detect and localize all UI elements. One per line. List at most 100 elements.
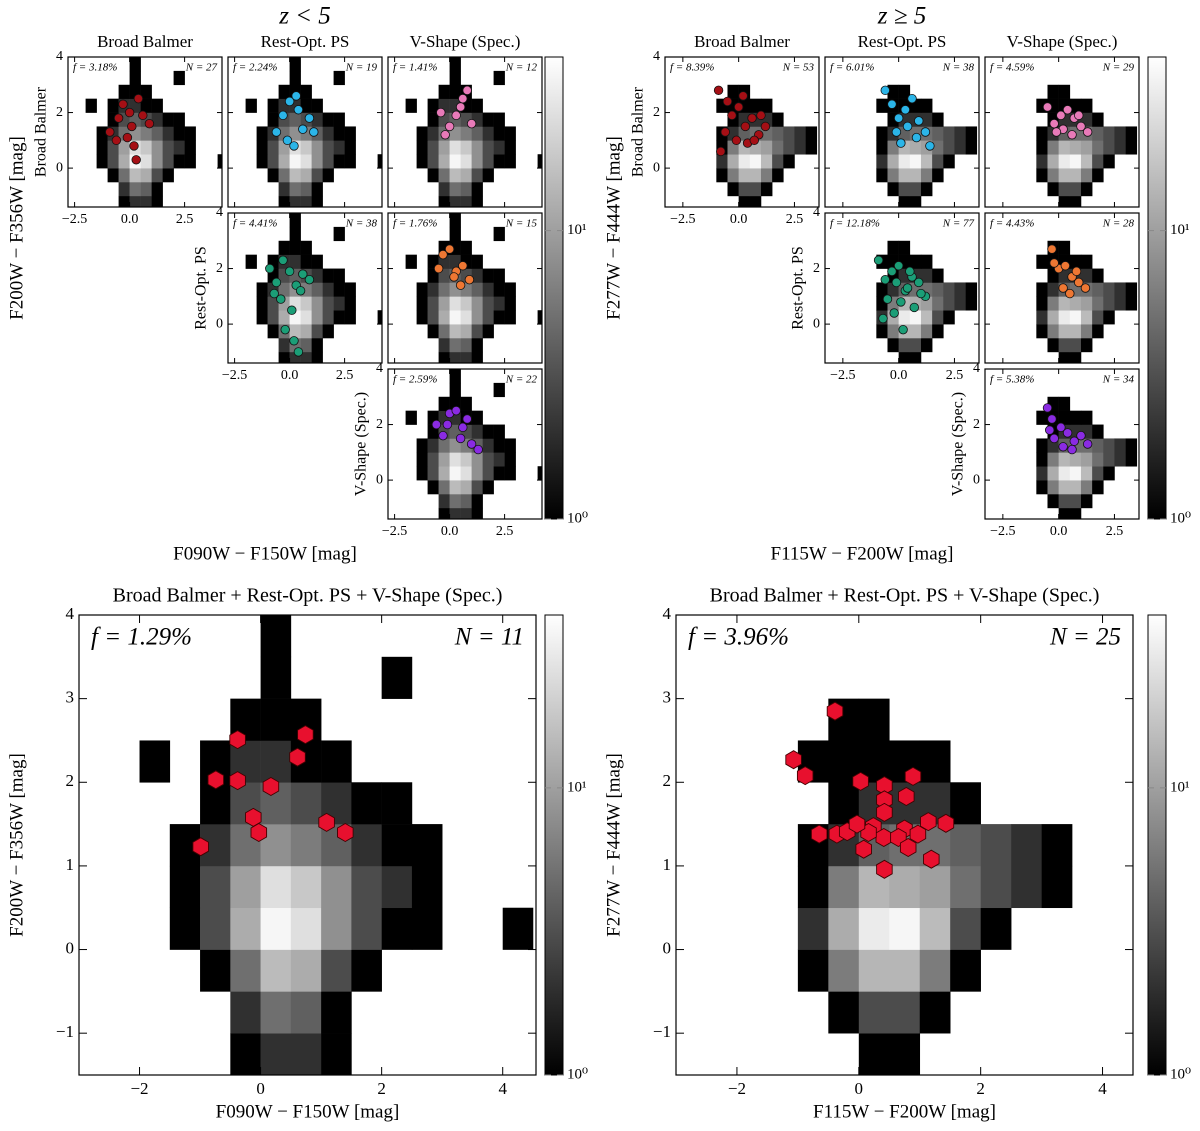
hist-cell (471, 282, 483, 297)
hist-cell (898, 84, 911, 99)
hist-cell (256, 296, 268, 311)
hist-cell (1103, 126, 1115, 141)
point (900, 105, 911, 115)
hist-cell (311, 296, 323, 311)
column-title: Broad Balmer (694, 32, 790, 51)
point (271, 277, 282, 288)
point (337, 822, 354, 843)
hist-cell (173, 112, 185, 127)
hist-cell (909, 98, 922, 113)
hist-cell (278, 154, 290, 169)
hist-cell (805, 140, 818, 155)
hist-cell (909, 140, 922, 155)
y-tick-label: 2 (376, 417, 383, 432)
point (882, 294, 893, 304)
point (896, 138, 906, 148)
x-tick-label: 2.5 (176, 212, 194, 227)
hist-cell (107, 168, 119, 183)
hist-cell (898, 240, 911, 255)
hist-cell (1041, 824, 1073, 867)
fraction-label: f = 3.18% (73, 62, 117, 74)
x-tick-label: 2.5 (946, 368, 964, 383)
hist-cell (1069, 98, 1082, 113)
y-tick-label: 3 (663, 688, 672, 707)
x-tick-label: 0.0 (441, 524, 459, 539)
y-tick-label: 4 (663, 604, 672, 623)
hist-cell (1047, 98, 1059, 113)
hist-cell (96, 154, 108, 169)
x-axis-label: F115W − F200W [mag] (771, 543, 954, 564)
hist-cell (416, 126, 428, 141)
point (318, 812, 335, 832)
point (920, 127, 931, 137)
point (722, 96, 733, 107)
hist-cell (449, 98, 461, 113)
hist-cell (493, 268, 505, 283)
hist-cell (920, 254, 933, 269)
hist-cell (1069, 182, 1082, 197)
y-tick-label: 4 (813, 205, 820, 220)
fraction-label: f = 2.24% (233, 62, 277, 74)
hist-cell (438, 296, 450, 311)
point (451, 110, 461, 121)
hist-cell (151, 154, 163, 169)
hist-cell (1069, 254, 1082, 269)
hist-cell (322, 282, 334, 297)
hist-cell (129, 182, 141, 197)
point (1051, 127, 1062, 137)
column-title: Broad Balmer (97, 32, 193, 51)
point (192, 837, 209, 857)
x-tick-label: −2.5 (990, 524, 1015, 539)
hist-cell (129, 195, 141, 207)
row-label: Broad Balmer (33, 86, 50, 177)
point (269, 288, 279, 299)
hist-cell (858, 907, 890, 950)
y-axis-label: F200W − F356W [mag] (6, 753, 27, 937)
x-tick-label: −2.5 (222, 368, 247, 383)
y-axis-label: F277W − F444W [mag] (603, 136, 624, 320)
row-label: Rest-Opt. PS (193, 246, 210, 330)
hist-cell (311, 338, 323, 353)
hist-cell (427, 296, 439, 311)
hist-cell (289, 98, 301, 113)
hist-cell (1080, 324, 1093, 339)
hist-cell (405, 98, 417, 113)
hist-cell (118, 195, 130, 207)
hist-cell (887, 182, 899, 197)
hist-cell (876, 154, 888, 169)
column-title: Rest-Opt. PS (858, 32, 947, 51)
hist-cell (889, 865, 921, 909)
hist-cell (482, 126, 494, 141)
point (896, 297, 906, 307)
block-title: z ≥ 5 (877, 3, 926, 30)
hist-cell (140, 154, 152, 169)
hist-cell (460, 268, 472, 283)
hist-cell (438, 452, 450, 467)
hist-cell (460, 168, 472, 183)
axes-frame (824, 56, 980, 208)
hist-cell (1092, 112, 1104, 127)
hist-cell (1114, 282, 1126, 297)
point (436, 107, 446, 118)
point (1042, 403, 1053, 413)
point (262, 776, 280, 797)
hist-cell (1114, 126, 1126, 141)
hist-cell (460, 296, 472, 311)
hist-cell (300, 240, 312, 255)
point (880, 85, 890, 96)
hist-cell (107, 140, 119, 155)
point (1049, 433, 1059, 444)
point (893, 113, 904, 123)
hist-cell (909, 182, 922, 197)
hist-cell (1036, 310, 1048, 325)
hist-cell (300, 296, 312, 311)
hist-cell (1080, 452, 1093, 467)
hist-cell (1058, 338, 1071, 353)
hist-cell (438, 168, 450, 183)
hist-cell (471, 296, 483, 311)
point (810, 824, 828, 844)
point (1082, 439, 1093, 449)
point (785, 750, 802, 770)
hist-cell (256, 154, 268, 169)
hist-cell (1036, 98, 1048, 113)
